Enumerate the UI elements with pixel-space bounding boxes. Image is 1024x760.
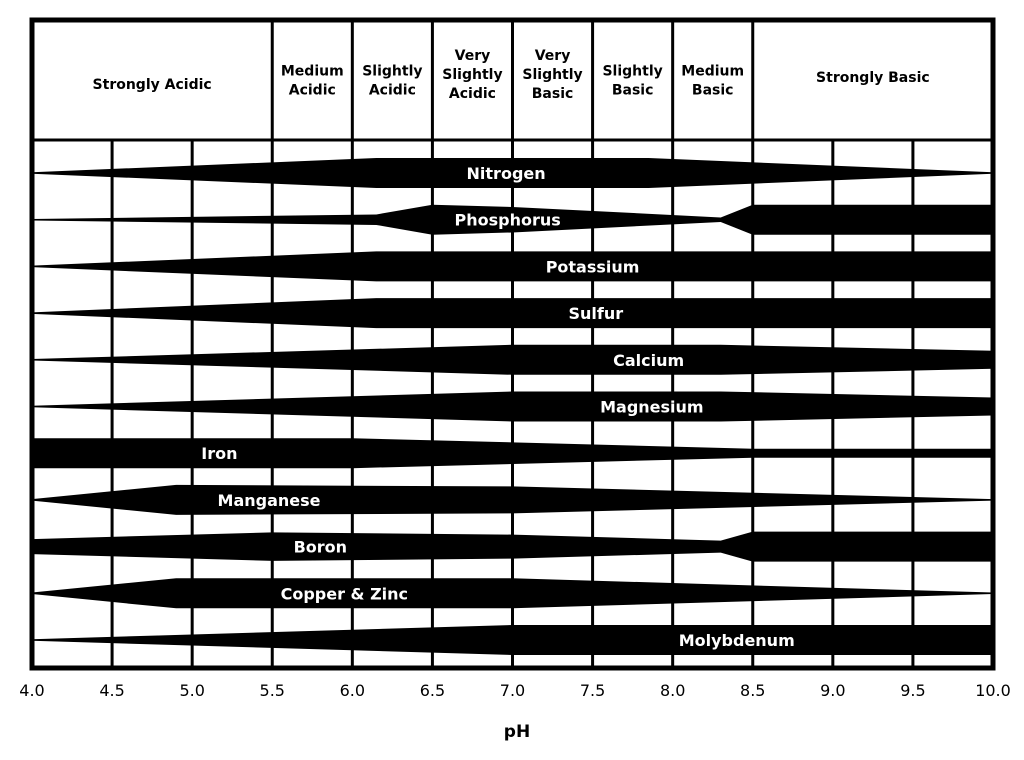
x-tick-label: 6.5 (420, 681, 445, 700)
band-manganese (32, 484, 993, 515)
x-tick-label: 7.0 (500, 681, 525, 700)
x-tick-label: 5.5 (260, 681, 285, 700)
header-label: Strongly Acidic (93, 77, 212, 93)
x-tick-label: 8.5 (740, 681, 765, 700)
x-tick-label: 10.0 (975, 681, 1011, 700)
band-label: Copper & Zinc (281, 584, 408, 603)
header-label: Medium Acidic (281, 64, 344, 99)
x-tick-label: 5.0 (179, 681, 204, 700)
header-label: Medium Basic (681, 64, 744, 99)
band-label: Sulfur (568, 304, 623, 323)
header-label: Slightly Acidic (362, 64, 422, 99)
bands: Nitrogen Phosphorus Potassium Sulfur Calcium… (32, 158, 993, 655)
x-tick-label: 7.5 (580, 681, 605, 700)
band-phosphorus (32, 204, 993, 235)
band-label: Magnesium (600, 398, 703, 417)
band-label: Calcium (613, 351, 684, 370)
band-label: Phosphorus (455, 211, 561, 230)
band-molybdenum (32, 625, 993, 655)
band-boron (32, 531, 993, 562)
band-label: Boron (294, 538, 347, 557)
band-nitrogen (32, 158, 993, 188)
band-iron (32, 438, 993, 469)
band-calcium (32, 344, 993, 375)
header-label: Slightly Basic (602, 64, 662, 99)
band-label: Manganese (218, 491, 321, 510)
band-potassium (32, 251, 993, 282)
band-label: Molybdenum (679, 631, 795, 650)
x-tick-label: 9.0 (820, 681, 845, 700)
x-axis-ticks: 4.0 4.5 5.0 5.5 6.0 6.5 7.0 7.5 8.0 8.5 9.0 9.5 10.0 (19, 681, 1011, 700)
chart-frame (29, 17, 996, 671)
header-row: Strongly Acidic Medium Acidic Slightly Acidi… (32, 20, 993, 142)
header-label: Very Slightly Acidic (442, 48, 502, 102)
x-tick-label: 8.0 (660, 681, 685, 700)
band-label: Nitrogen (467, 164, 546, 183)
band-magnesium (32, 391, 993, 422)
band-copper-zinc (32, 578, 993, 609)
x-tick-label: 6.0 (340, 681, 365, 700)
header-label: Strongly Basic (816, 70, 930, 86)
band-label: Potassium (546, 257, 640, 276)
band-label: Iron (201, 444, 237, 463)
x-tick-label: 4.0 (19, 681, 44, 700)
header-label: Very Slightly Basic (522, 48, 582, 102)
band-sulfur (32, 298, 993, 329)
x-tick-label: 4.5 (99, 681, 124, 700)
x-tick-label: 9.5 (900, 681, 925, 700)
x-axis-label: pH (504, 722, 530, 742)
